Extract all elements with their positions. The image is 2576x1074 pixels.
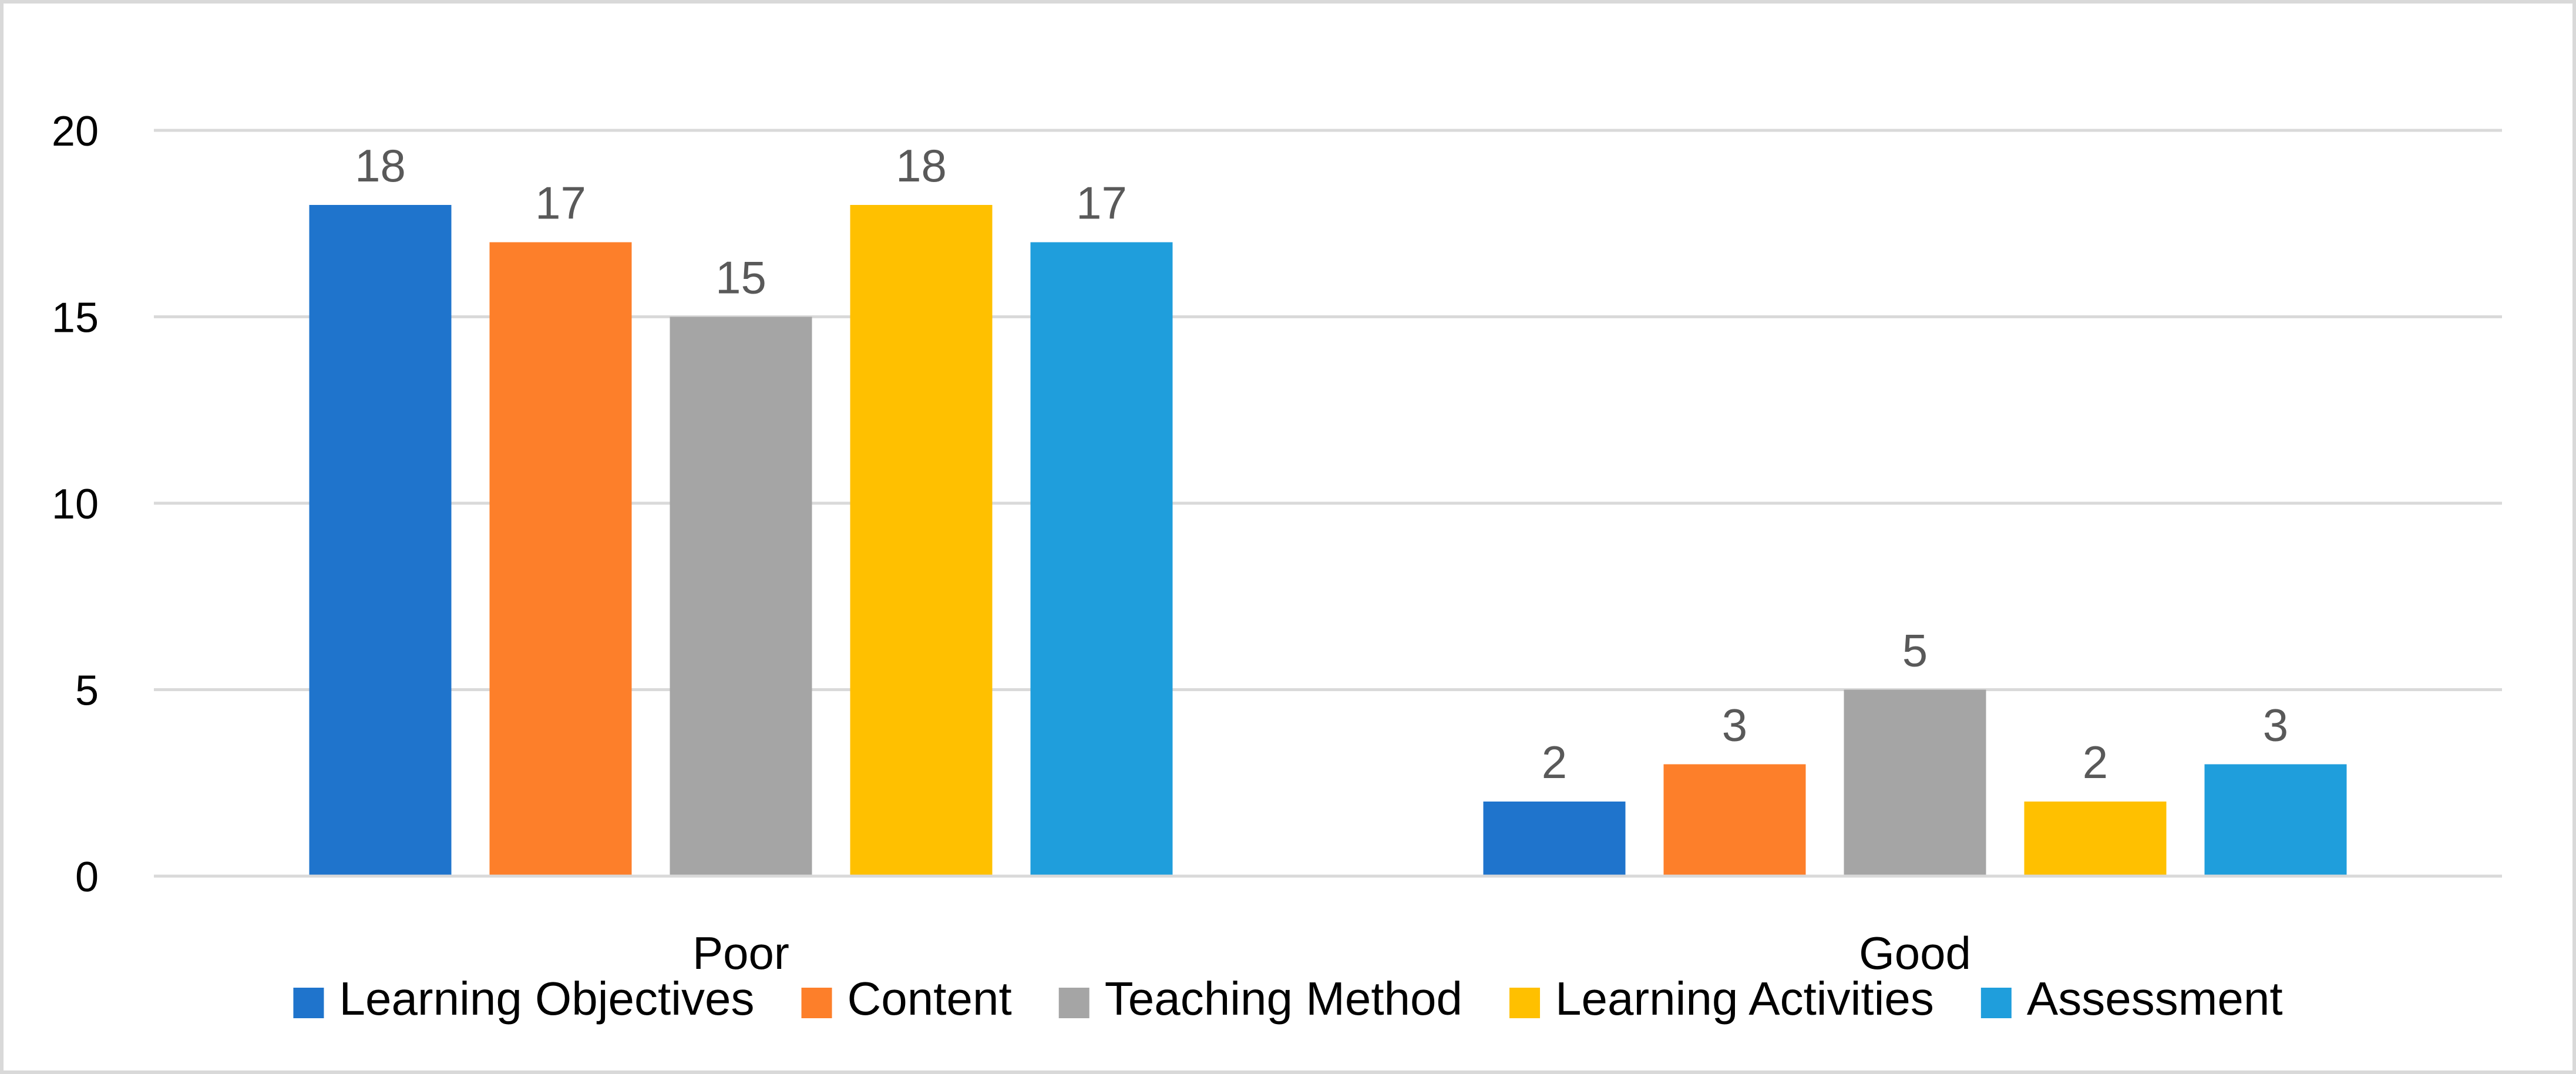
data-labels: 18 17 15 18 17 2 3 5 2 3 bbox=[355, 140, 2288, 788]
y-tick-label: 15 bbox=[52, 295, 99, 342]
bar bbox=[489, 242, 632, 876]
legend-label: Teaching Method bbox=[1105, 972, 1462, 1025]
legend-swatch bbox=[293, 988, 324, 1018]
legend-label: Learning Objectives bbox=[339, 972, 754, 1025]
data-label: 3 bbox=[1722, 699, 1747, 751]
x-category-label: Good bbox=[1859, 927, 1971, 979]
x-category-label: Poor bbox=[692, 927, 789, 979]
bar bbox=[2024, 802, 2167, 876]
data-label: 2 bbox=[2083, 736, 2108, 788]
bar bbox=[1483, 802, 1626, 876]
y-tick-label: 10 bbox=[52, 481, 99, 528]
legend-swatch bbox=[801, 988, 832, 1018]
legend-label: Assessment bbox=[2027, 972, 2283, 1025]
y-tick-label: 5 bbox=[75, 668, 99, 715]
bar bbox=[2204, 764, 2347, 876]
legend-swatch bbox=[1058, 988, 1089, 1018]
legend: Learning Objectives Content Teaching Metho… bbox=[293, 972, 2283, 1025]
bar bbox=[309, 205, 452, 876]
legend-swatch bbox=[1980, 988, 2012, 1018]
bars bbox=[309, 205, 2347, 876]
y-axis: 0 5 10 15 20 bbox=[52, 108, 99, 901]
data-label: 18 bbox=[896, 140, 947, 191]
data-label: 15 bbox=[715, 252, 766, 304]
bar bbox=[1844, 689, 1986, 876]
bar bbox=[1663, 764, 1806, 876]
bar bbox=[670, 317, 812, 876]
data-label: 3 bbox=[2263, 699, 2288, 751]
legend-label: Learning Activities bbox=[1555, 972, 1934, 1025]
y-tick-label: 0 bbox=[75, 854, 99, 901]
legend-label: Content bbox=[848, 972, 1012, 1025]
data-label: 17 bbox=[535, 177, 586, 229]
bar bbox=[850, 205, 993, 876]
y-tick-label: 20 bbox=[52, 108, 99, 155]
data-label: 18 bbox=[355, 140, 406, 191]
data-label: 17 bbox=[1076, 177, 1127, 229]
legend-swatch bbox=[1509, 988, 1541, 1018]
data-label: 2 bbox=[1542, 736, 1567, 788]
x-axis: Poor Good bbox=[154, 874, 2502, 979]
bar bbox=[1030, 242, 1173, 876]
data-label: 5 bbox=[1902, 625, 1928, 676]
